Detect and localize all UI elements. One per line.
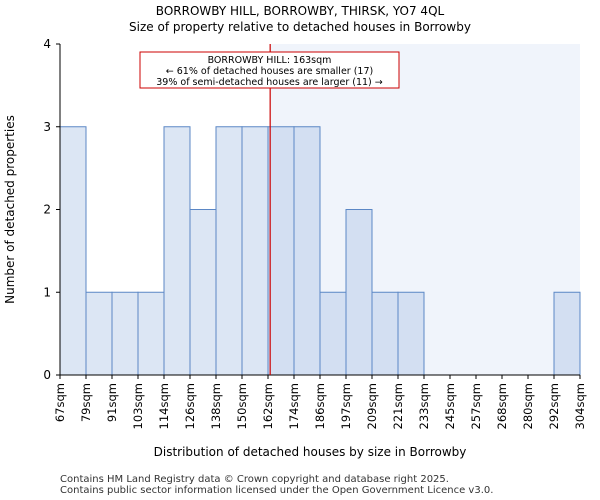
annotation-line-2: ← 61% of detached houses are smaller (17… bbox=[166, 66, 373, 77]
x-tick-label: 280sqm bbox=[521, 383, 535, 429]
x-tick-label: 257sqm bbox=[469, 383, 483, 429]
bar-126sqm bbox=[189, 209, 217, 376]
footer-line-1: Contains HM Land Registry data © Crown c… bbox=[60, 474, 449, 485]
x-tick-label: 197sqm bbox=[339, 383, 353, 429]
y-tick-label: 0 bbox=[43, 368, 51, 382]
page-subtitle: Size of property relative to detached ho… bbox=[129, 20, 471, 34]
bar-209sqm bbox=[371, 291, 399, 376]
bar-91sqm bbox=[111, 291, 139, 376]
bar-114sqm bbox=[163, 126, 191, 376]
x-tick-label: 103sqm bbox=[131, 383, 145, 429]
y-axis-label: Number of detached properties bbox=[3, 115, 17, 304]
x-tick-label: 209sqm bbox=[365, 383, 379, 429]
annotation-line-1: BORROWBY HILL: 163sqm bbox=[208, 55, 332, 66]
y-tick-label: 1 bbox=[43, 285, 51, 299]
x-tick-label: 245sqm bbox=[443, 383, 457, 429]
annotation-box bbox=[139, 51, 400, 89]
x-tick-label: 150sqm bbox=[235, 383, 249, 429]
bar-292sqm bbox=[553, 291, 581, 376]
bar-138sqm bbox=[215, 126, 243, 376]
bar-150sqm bbox=[241, 126, 269, 376]
y-tick-label: 4 bbox=[43, 37, 51, 51]
bar-221sqm bbox=[397, 291, 425, 376]
x-tick-label: 67sqm bbox=[53, 383, 67, 422]
annotation-line-3: 39% of semi-detached houses are larger (… bbox=[156, 77, 383, 88]
x-tick-label: 79sqm bbox=[79, 383, 93, 422]
x-tick-label: 138sqm bbox=[209, 383, 223, 429]
bar-79sqm bbox=[85, 291, 113, 376]
bar-67sqm bbox=[59, 126, 87, 376]
y-tick-label: 3 bbox=[43, 120, 51, 134]
x-tick-label: 292sqm bbox=[547, 383, 561, 429]
x-tick-label: 174sqm bbox=[287, 383, 301, 429]
x-tick-label: 114sqm bbox=[157, 383, 171, 429]
x-tick-label: 221sqm bbox=[391, 383, 405, 429]
bar-103sqm bbox=[137, 291, 165, 376]
page-title: BORROWBY HILL, BORROWBY, THIRSK, YO7 4QL bbox=[155, 4, 445, 18]
y-tick-label: 2 bbox=[43, 203, 51, 217]
x-tick-label: 268sqm bbox=[495, 383, 509, 429]
x-tick-label: 126sqm bbox=[183, 383, 197, 429]
bar-162sqm bbox=[267, 126, 295, 376]
x-axis-label: Distribution of detached houses by size … bbox=[154, 445, 467, 459]
bar-186sqm bbox=[319, 291, 347, 376]
footer-line-2: Contains public sector information licen… bbox=[60, 485, 494, 496]
bar-174sqm bbox=[293, 126, 321, 376]
x-tick-label: 162sqm bbox=[261, 383, 275, 429]
x-tick-label: 91sqm bbox=[105, 383, 119, 422]
x-tick-label: 186sqm bbox=[313, 383, 327, 429]
x-tick-label: 233sqm bbox=[417, 383, 431, 429]
bar-197sqm bbox=[345, 209, 373, 376]
x-tick-label: 304sqm bbox=[573, 383, 587, 429]
